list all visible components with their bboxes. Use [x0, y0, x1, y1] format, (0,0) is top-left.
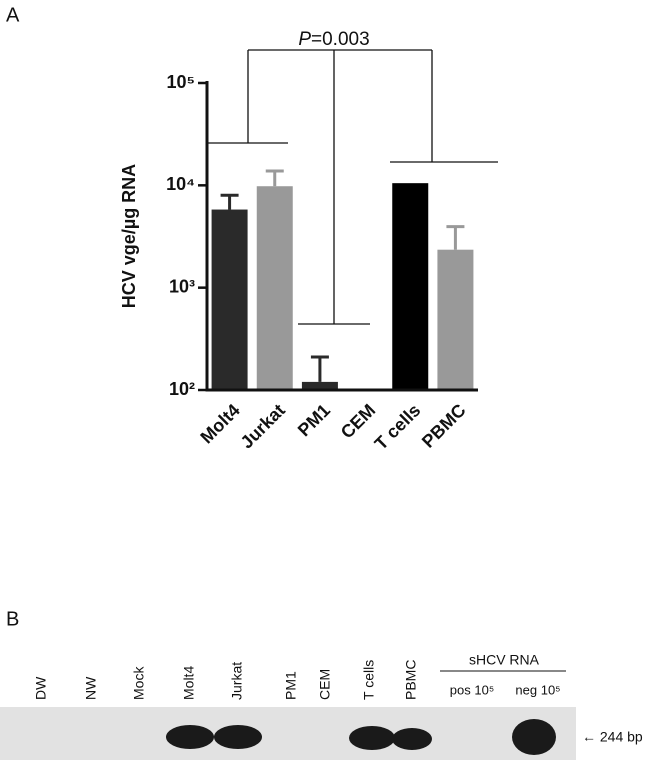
gel-band [349, 726, 395, 750]
group-lane-label: neg 10⁵ [515, 682, 560, 697]
gel-band [214, 725, 262, 749]
p-number: =0.003 [311, 29, 370, 50]
lane-label: T cells [361, 660, 377, 700]
bar [256, 186, 293, 390]
y-tick-label: 10⁵ [167, 72, 195, 92]
lane-label: DW [33, 676, 49, 700]
panel-label: A [6, 4, 20, 26]
lane-label: Jurkat [229, 662, 245, 700]
band-size-label: ← 244 bp [582, 729, 643, 745]
lane-label: PM1 [283, 671, 299, 700]
group-lane-label: pos 10⁵ [450, 682, 494, 697]
y-tick-label: 10² [169, 379, 195, 399]
bar [392, 183, 429, 390]
bar [437, 249, 474, 390]
significance-bracket [207, 49, 498, 325]
lane-label: CEM [317, 669, 333, 700]
x-tick-label: T cells [371, 400, 425, 454]
x-tick-label: PM1 [294, 400, 334, 440]
gel-strip [0, 707, 576, 760]
gel-band [166, 725, 214, 749]
y-axis-label: HCV vge/µg RNA [119, 164, 139, 308]
lane-label: Molt4 [181, 666, 197, 700]
bar [301, 381, 338, 390]
gel-bands [166, 719, 556, 755]
x-tick-label: Molt4 [196, 400, 243, 447]
y-tick-label: 10³ [169, 276, 195, 296]
group-label: sHCV RNA [469, 652, 540, 668]
p-symbol: P [298, 29, 311, 50]
x-tick-label: PBMC [418, 400, 470, 452]
lane-label: NW [83, 676, 99, 700]
gel-band [392, 728, 432, 750]
panel-label: B [6, 608, 19, 630]
lane-label: PBMC [403, 660, 419, 700]
lane-label: Mock [131, 666, 147, 700]
y-tick-label: 10⁴ [166, 174, 195, 194]
p-value: P=0.003 [298, 29, 369, 50]
gel-band [512, 719, 556, 755]
bar [211, 209, 248, 390]
x-tick-label: Jurkat [237, 400, 289, 452]
